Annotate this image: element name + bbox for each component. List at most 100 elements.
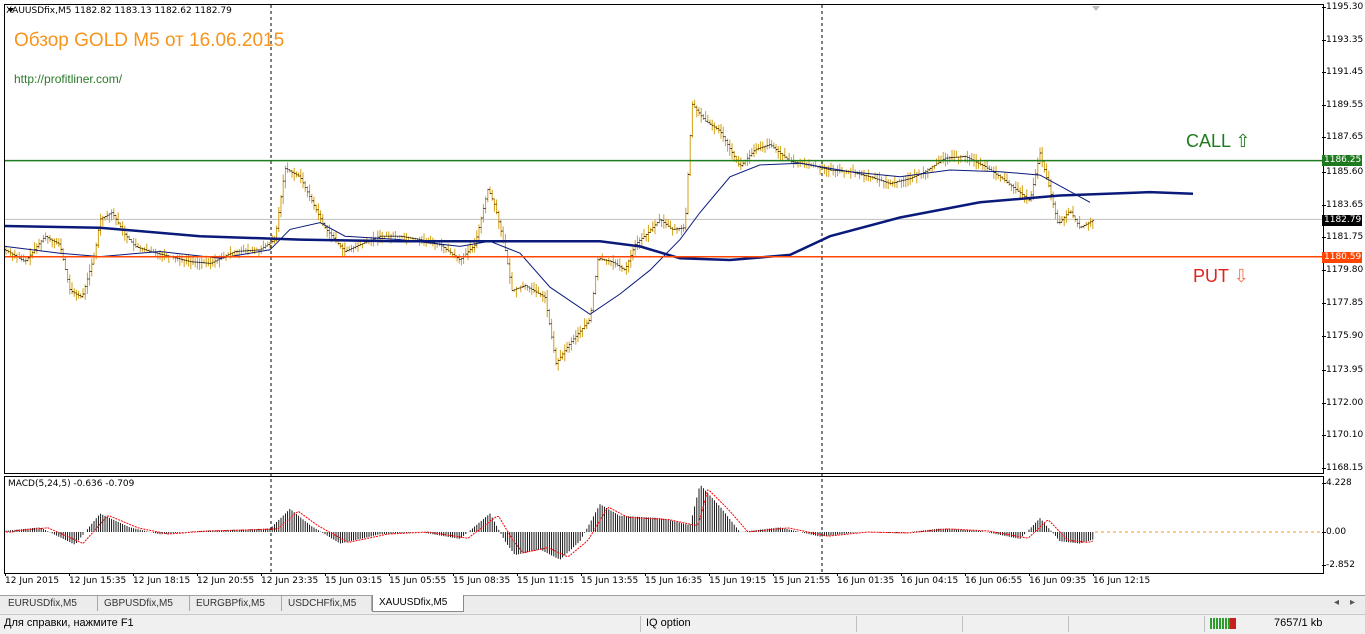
time-axis-label: 16 Jun 01:35	[837, 576, 895, 586]
status-traffic: 7657/1 kb	[1274, 617, 1323, 629]
price-axis-label: 1193.35	[1326, 35, 1364, 46]
time-axis-label: 12 Jun 15:35	[69, 576, 127, 586]
status-bar	[0, 614, 1365, 634]
current-price-tag: 1182.79	[1322, 215, 1362, 226]
time-axis-label: 15 Jun 11:15	[517, 576, 575, 586]
price-axis-tick	[1322, 204, 1326, 206]
macd-axis-label: -2.852	[1326, 560, 1356, 570]
connection-bars-icon	[1210, 618, 1236, 629]
tab-xauusdfix[interactable]: XAUUSDfix,M5	[372, 595, 464, 612]
chart-shift-marker-icon	[1092, 6, 1100, 11]
time-axis-tick	[581, 573, 582, 576]
tab-eurgbpfix[interactable]: EURGBPfix,M5	[190, 596, 282, 611]
price-axis-tick	[1322, 171, 1326, 173]
price-axis-tick	[1322, 136, 1326, 138]
status-separator	[640, 616, 641, 632]
time-axis-label: 15 Jun 21:55	[773, 576, 831, 586]
time-axis-label: 16 Jun 09:35	[1029, 576, 1087, 586]
time-axis-label: 15 Jun 05:55	[389, 576, 447, 586]
time-axis-label: 15 Jun 19:15	[709, 576, 767, 586]
price-axis-label: 1179.80	[1326, 265, 1364, 276]
price-axis-tick	[1322, 369, 1326, 371]
price-axis-tick	[1322, 468, 1326, 469]
time-axis-tick	[1093, 573, 1094, 576]
macd-axis-tick	[1322, 483, 1326, 484]
time-axis-label: 12 Jun 20:55	[197, 576, 255, 586]
price-axis-tick	[1322, 237, 1326, 239]
price-axis-label: 1168.15	[1326, 463, 1364, 473]
price-axis-label: 1170.10	[1326, 429, 1364, 440]
price-axis-label: 1185.60	[1326, 166, 1364, 177]
fast-moving-average-line	[4, 162, 1091, 315]
price-axis-label: 1175.90	[1326, 331, 1364, 342]
call-label: CALL ⇧	[1186, 131, 1250, 152]
macd-header: MACD(5,24,5) -0.636 -0.709	[8, 479, 135, 489]
time-axis-tick	[965, 573, 966, 576]
chart-tabs-bar	[0, 595, 1365, 613]
status-separator	[1068, 616, 1069, 632]
connection-bars-red-icon	[1230, 618, 1236, 629]
time-axis-label: 15 Jun 13:55	[581, 576, 639, 586]
price-axis-tick	[1322, 40, 1326, 42]
price-axis-label: 1183.65	[1326, 199, 1364, 210]
price-axis-tick	[1322, 303, 1326, 305]
price-axis-tick	[1322, 434, 1326, 436]
arrow-down-icon: ⇩	[1233, 266, 1249, 286]
macd-axis-label: 4.228	[1326, 478, 1352, 488]
put-price-tag: 1180.59	[1322, 252, 1362, 263]
price-axis-tick	[1322, 402, 1326, 404]
time-axis-tick	[261, 573, 262, 576]
time-axis-label: 12 Jun 18:15	[133, 576, 191, 586]
time-axis-tick	[5, 573, 6, 576]
price-axis-label: 1195.30	[1326, 2, 1364, 12]
time-axis-tick	[1029, 573, 1030, 576]
status-separator	[1204, 616, 1205, 632]
tabs-scroll-left-icon[interactable]: ◂	[1334, 597, 1340, 608]
time-axis-tick	[837, 573, 838, 576]
arrow-up-icon: ⇧	[1235, 131, 1251, 151]
tab-usdchffix[interactable]: USDCHFfix,M5	[282, 596, 372, 611]
time-axis-tick	[69, 573, 70, 576]
price-axis-tick	[1322, 270, 1326, 272]
time-axis-label: 12 Jun 23:35	[261, 576, 319, 586]
time-axis-label: 15 Jun 03:15	[325, 576, 383, 586]
price-axis-tick	[1322, 104, 1326, 106]
macd-axis-label: 0.00	[1326, 527, 1347, 537]
tabs-scroll-right-icon[interactable]: ▸	[1350, 597, 1356, 608]
status-profile: IQ option	[646, 617, 691, 629]
price-axis-label: 1181.75	[1326, 232, 1364, 243]
tab-eurusdfix[interactable]: EURUSDfix,M5	[2, 596, 98, 611]
price-axis-label: 1173.95	[1326, 364, 1364, 375]
price-axis-label: 1187.65	[1326, 131, 1364, 142]
time-axis-label: 15 Jun 08:35	[453, 576, 511, 586]
macd-signal-line	[6, 489, 1093, 558]
put-label: PUT ⇩	[1193, 266, 1249, 287]
slow-moving-average-line	[4, 190, 1194, 262]
chart-canvas	[4, 5, 1322, 572]
put-text: PUT	[1193, 266, 1229, 286]
time-axis-tick	[325, 573, 326, 576]
price-axis-tick	[1322, 72, 1326, 74]
time-axis-tick	[197, 573, 198, 576]
time-axis-tick	[453, 573, 454, 576]
call-text: CALL	[1186, 131, 1231, 151]
price-chart-pane[interactable]	[4, 4, 1324, 474]
macd-axis-tick	[1322, 565, 1326, 566]
time-axis-tick	[901, 573, 902, 576]
tab-gbpusdfix[interactable]: GBPUSDfix,M5	[98, 596, 190, 611]
price-axis-label: 1177.85	[1326, 298, 1364, 309]
time-axis-label: 16 Jun 06:55	[965, 576, 1023, 586]
time-axis-label: 16 Jun 04:15	[901, 576, 959, 586]
time-axis-tick	[773, 573, 774, 576]
overlay-title: Обзор GOLD M5 от 16.06.2015	[14, 30, 285, 51]
time-axis-tick	[517, 573, 518, 576]
status-help-text: Для справки, нажмите F1	[4, 617, 134, 629]
price-axis-label: 1191.45	[1326, 67, 1364, 78]
status-separator	[856, 616, 857, 632]
symbol-dropdown-icon	[8, 8, 14, 12]
price-axis-label: 1172.00	[1326, 397, 1364, 408]
time-axis-label: 15 Jun 16:35	[645, 576, 703, 586]
time-axis-label: 16 Jun 12:15	[1093, 576, 1151, 586]
overlay-url: http://profitliner.com/	[14, 72, 123, 86]
price-axis-label: 1189.55	[1326, 99, 1364, 110]
